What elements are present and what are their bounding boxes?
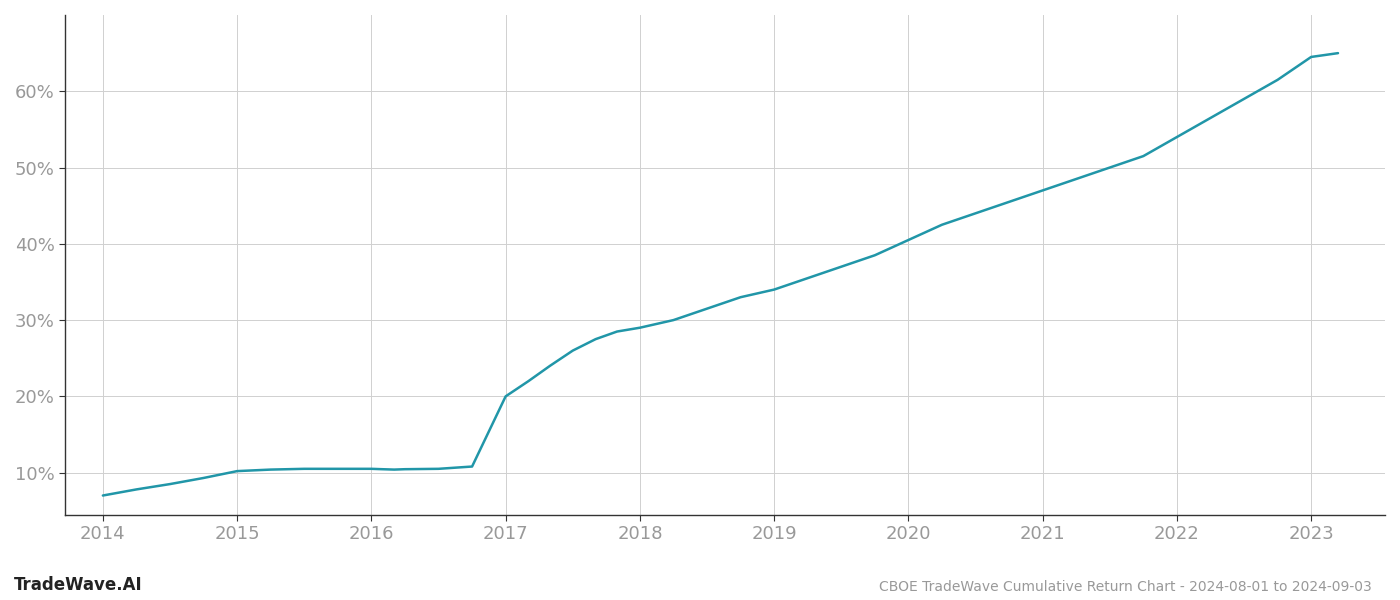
Text: TradeWave.AI: TradeWave.AI [14,576,143,594]
Text: CBOE TradeWave Cumulative Return Chart - 2024-08-01 to 2024-09-03: CBOE TradeWave Cumulative Return Chart -… [879,580,1372,594]
